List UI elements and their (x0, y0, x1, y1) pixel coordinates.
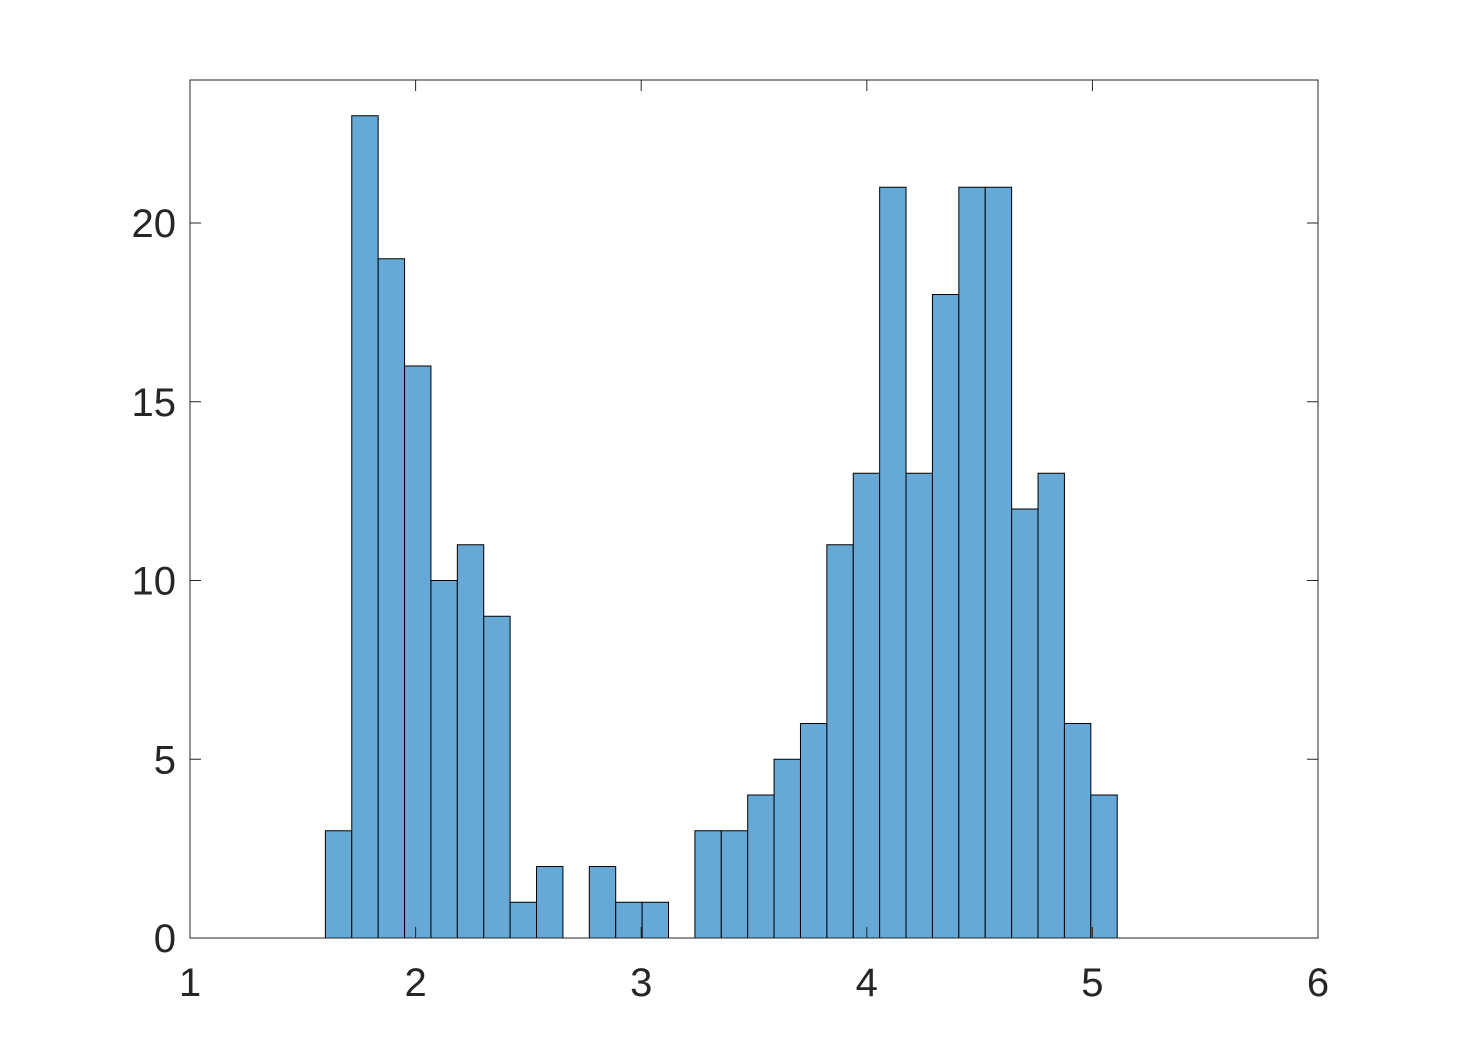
bar (1011, 508, 1039, 939)
bar (852, 472, 881, 939)
bar (615, 901, 643, 939)
bar (404, 365, 432, 939)
axes-box (189, 79, 1319, 939)
bar (1037, 472, 1065, 939)
bar (958, 186, 986, 939)
bar (536, 866, 564, 939)
x-tick-label: 6 (1307, 961, 1329, 1005)
bar (483, 615, 511, 939)
x-tick-label: 4 (856, 961, 878, 1005)
bar (456, 544, 485, 939)
x-tick-label: 1 (179, 961, 201, 1005)
y-tick-label: 20 (132, 202, 177, 246)
x-tick-label: 3 (630, 961, 652, 1005)
bar (773, 758, 801, 939)
bar (984, 186, 1013, 939)
bar (588, 866, 617, 939)
y-tick-label: 15 (132, 381, 177, 425)
x-tick-label: 5 (1081, 961, 1103, 1005)
bar (694, 830, 722, 939)
bar (720, 830, 749, 939)
y-tick-label: 10 (132, 560, 177, 604)
x-tick-label: 2 (404, 961, 426, 1005)
bar (509, 901, 538, 939)
bar (1063, 723, 1092, 939)
bar (377, 258, 406, 939)
bar (430, 580, 458, 939)
y-tick-label: 5 (154, 738, 176, 782)
bar (324, 830, 353, 939)
bar (641, 901, 669, 939)
bar (351, 115, 379, 939)
bar (1090, 794, 1118, 939)
bar (826, 544, 854, 939)
bar (931, 294, 960, 939)
bar (747, 794, 775, 939)
bar (799, 723, 828, 939)
bar (879, 186, 907, 939)
bar (905, 472, 933, 939)
y-tick-label: 0 (154, 917, 176, 961)
